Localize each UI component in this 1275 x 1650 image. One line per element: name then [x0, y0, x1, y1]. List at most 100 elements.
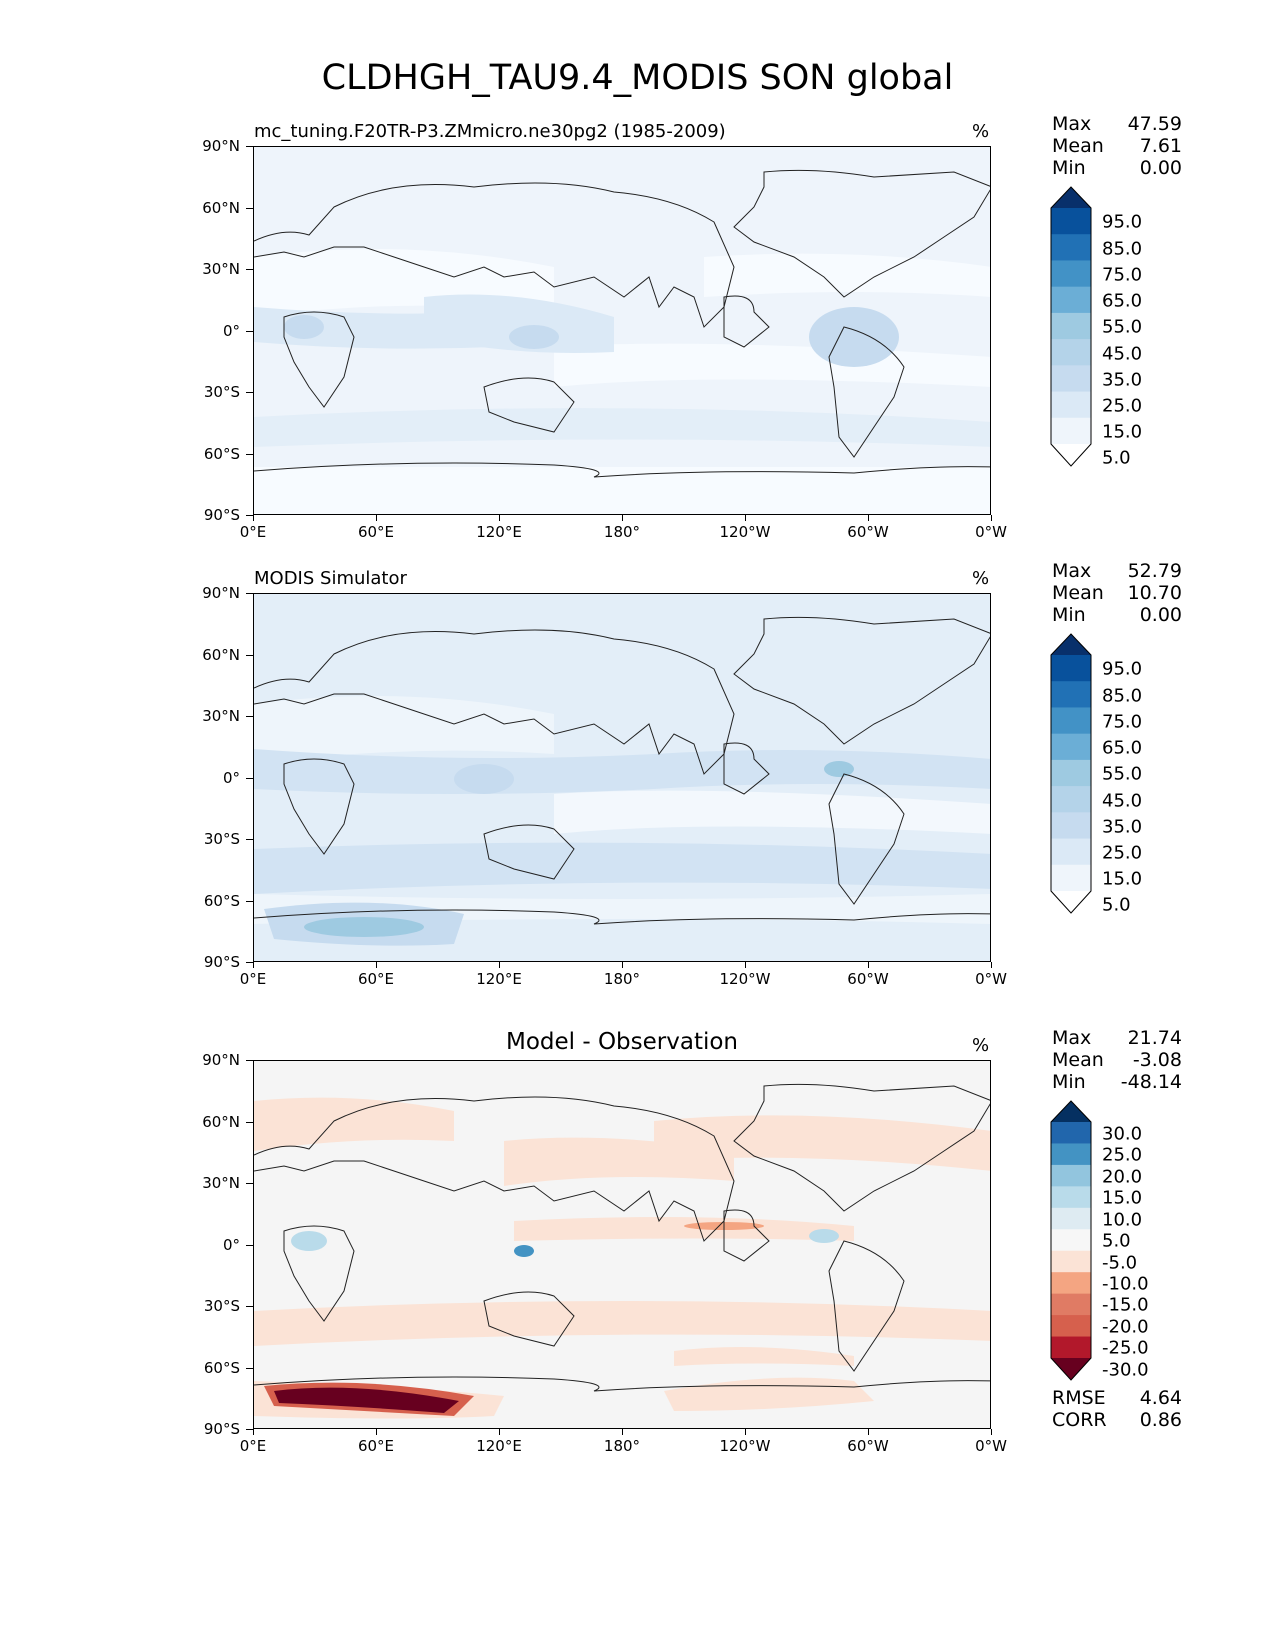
- stat-value: 52.79: [1127, 560, 1182, 582]
- stat-value: 4.64: [1139, 1387, 1182, 1409]
- stat-corr: CORR 0.86: [1052, 1409, 1182, 1431]
- stat-value: 47.59: [1127, 113, 1182, 135]
- stat-value: -48.14: [1120, 1071, 1182, 1093]
- panel-title: Model - Observation: [505, 1029, 739, 1055]
- colorbar-label: 35.0: [1102, 816, 1143, 838]
- lon-tick-label: 0°E: [239, 970, 267, 988]
- colorbar-label: 25.0: [1102, 1144, 1143, 1166]
- colorbar-segment: [1051, 864, 1091, 892]
- colorbar-label: 30.0: [1102, 1123, 1143, 1145]
- lat-tick: [246, 207, 253, 209]
- colorbar-segment: [1051, 1293, 1091, 1316]
- colorbar-outline: [1050, 633, 1092, 914]
- lat-tick-label: 60°N: [202, 198, 240, 217]
- lon-tick: [745, 515, 747, 521]
- lat-tick: [246, 453, 253, 455]
- lat-tick-label: 0°: [222, 321, 240, 340]
- stat-value: 10.70: [1127, 582, 1182, 604]
- colorbar-label: 45.0: [1102, 343, 1143, 365]
- lat-tick-label: 30°N: [202, 707, 240, 725]
- lon-tick: [991, 515, 993, 521]
- colorbar-label: 85.0: [1102, 238, 1143, 260]
- colorbar-label: -20.0: [1102, 1316, 1149, 1338]
- lon-tick-label: 180°: [603, 1437, 641, 1455]
- lat-tick: [246, 839, 253, 841]
- lat-tick: [246, 1121, 253, 1123]
- lon-tick: [868, 1429, 870, 1435]
- colorbar-label: 85.0: [1102, 685, 1143, 707]
- stat-rmse: RMSE 4.64: [1052, 1387, 1182, 1409]
- lon-tick: [253, 962, 255, 968]
- stats-block: Max 47.59 Mean 7.61 Min 0.00: [1052, 113, 1182, 179]
- colorbar-label: 15.0: [1102, 421, 1143, 443]
- lat-tick-label: 60°S: [203, 891, 240, 910]
- lat-tick: [246, 716, 253, 718]
- lon-tick: [499, 1429, 501, 1435]
- lat-tick-label: 60°N: [202, 645, 240, 664]
- lon-tick-label: 120°E: [476, 970, 522, 988]
- colorbar-label: 5.0: [1102, 1230, 1131, 1252]
- colorbar: [1050, 633, 1092, 914]
- colorbar-extend-bottom: [1051, 444, 1091, 466]
- colorbar-segment: [1051, 733, 1091, 761]
- colorbar-segment: [1051, 391, 1091, 419]
- lon-tick-label: 60°W: [847, 523, 889, 541]
- colorbar-segment: [1051, 260, 1091, 288]
- lat-tick: [246, 777, 253, 779]
- colorbar-segment: [1051, 1207, 1091, 1230]
- panel-observation: MODIS Simulator % 90°N 60°N 30°N 0° 30°: [0, 560, 1275, 1030]
- lat-tick: [246, 146, 253, 148]
- lat-tick-label: 30°N: [202, 1174, 240, 1192]
- stat-value: -3.08: [1132, 1049, 1182, 1071]
- lat-tick-label: 90°S: [203, 506, 240, 524]
- lon-tick: [868, 515, 870, 521]
- colorbar-segment: [1051, 812, 1091, 840]
- colorbar-segment: [1051, 838, 1091, 866]
- lon-tick: [376, 515, 378, 521]
- colorbar-segment: [1051, 1229, 1091, 1252]
- footer-stats: RMSE 4.64 CORR 0.86: [1052, 1387, 1182, 1431]
- lat-tick: [246, 515, 253, 517]
- lon-tick: [499, 962, 501, 968]
- lat-tick: [246, 1306, 253, 1308]
- colorbar-extend-bottom: [1051, 891, 1091, 913]
- lat-tick-label: 60°S: [203, 1358, 240, 1377]
- stat-min: Min 0.00: [1052, 157, 1182, 179]
- lat-tick-label: 0°: [222, 768, 240, 787]
- lon-tick: [745, 1429, 747, 1435]
- colorbar-extend-top: [1051, 1101, 1091, 1122]
- lon-tick-label: 60°W: [847, 970, 889, 988]
- stat-label: Min: [1052, 157, 1086, 179]
- lon-tick: [376, 1429, 378, 1435]
- colorbar-segment: [1051, 707, 1091, 735]
- stat-value: 7.61: [1139, 135, 1182, 157]
- colorbar-label: 95.0: [1102, 658, 1143, 680]
- panel-title: mc_tuning.F20TR-P3.ZMmicro.ne30pg2 (1985…: [254, 121, 726, 142]
- colorbar-label: -15.0: [1102, 1294, 1149, 1316]
- lon-tick-label: 120°W: [719, 1437, 771, 1455]
- stat-mean: Mean 10.70: [1052, 582, 1182, 604]
- colorbar-label: -25.0: [1102, 1337, 1149, 1359]
- colorbar-label: 75.0: [1102, 264, 1143, 286]
- stat-label: Mean: [1052, 1049, 1104, 1071]
- colorbar-segment: [1051, 339, 1091, 366]
- colorbar-label: 55.0: [1102, 316, 1143, 338]
- colorbar-label: 35.0: [1102, 369, 1143, 391]
- colorbar-segment: [1051, 681, 1091, 708]
- colorbar-segment: [1051, 1186, 1091, 1209]
- colorbar-label: 65.0: [1102, 290, 1143, 312]
- map-plot-area: [253, 1060, 991, 1429]
- colorbar-label: 10.0: [1102, 1209, 1143, 1231]
- lon-tick-label: 120°W: [719, 523, 771, 541]
- units-label: %: [972, 121, 990, 142]
- lat-tick-label: 90°N: [202, 584, 240, 602]
- stat-label: Max: [1052, 1027, 1092, 1049]
- units-label: %: [972, 1035, 990, 1056]
- lat-tick-label: 90°S: [203, 1420, 240, 1438]
- lat-tick-label: 60°S: [203, 444, 240, 463]
- lon-tick-label: 120°E: [476, 523, 522, 541]
- lon-tick: [991, 1429, 993, 1435]
- stat-label: Max: [1052, 113, 1092, 135]
- colorbar-segment: [1051, 759, 1091, 787]
- stat-label: CORR: [1052, 1409, 1107, 1431]
